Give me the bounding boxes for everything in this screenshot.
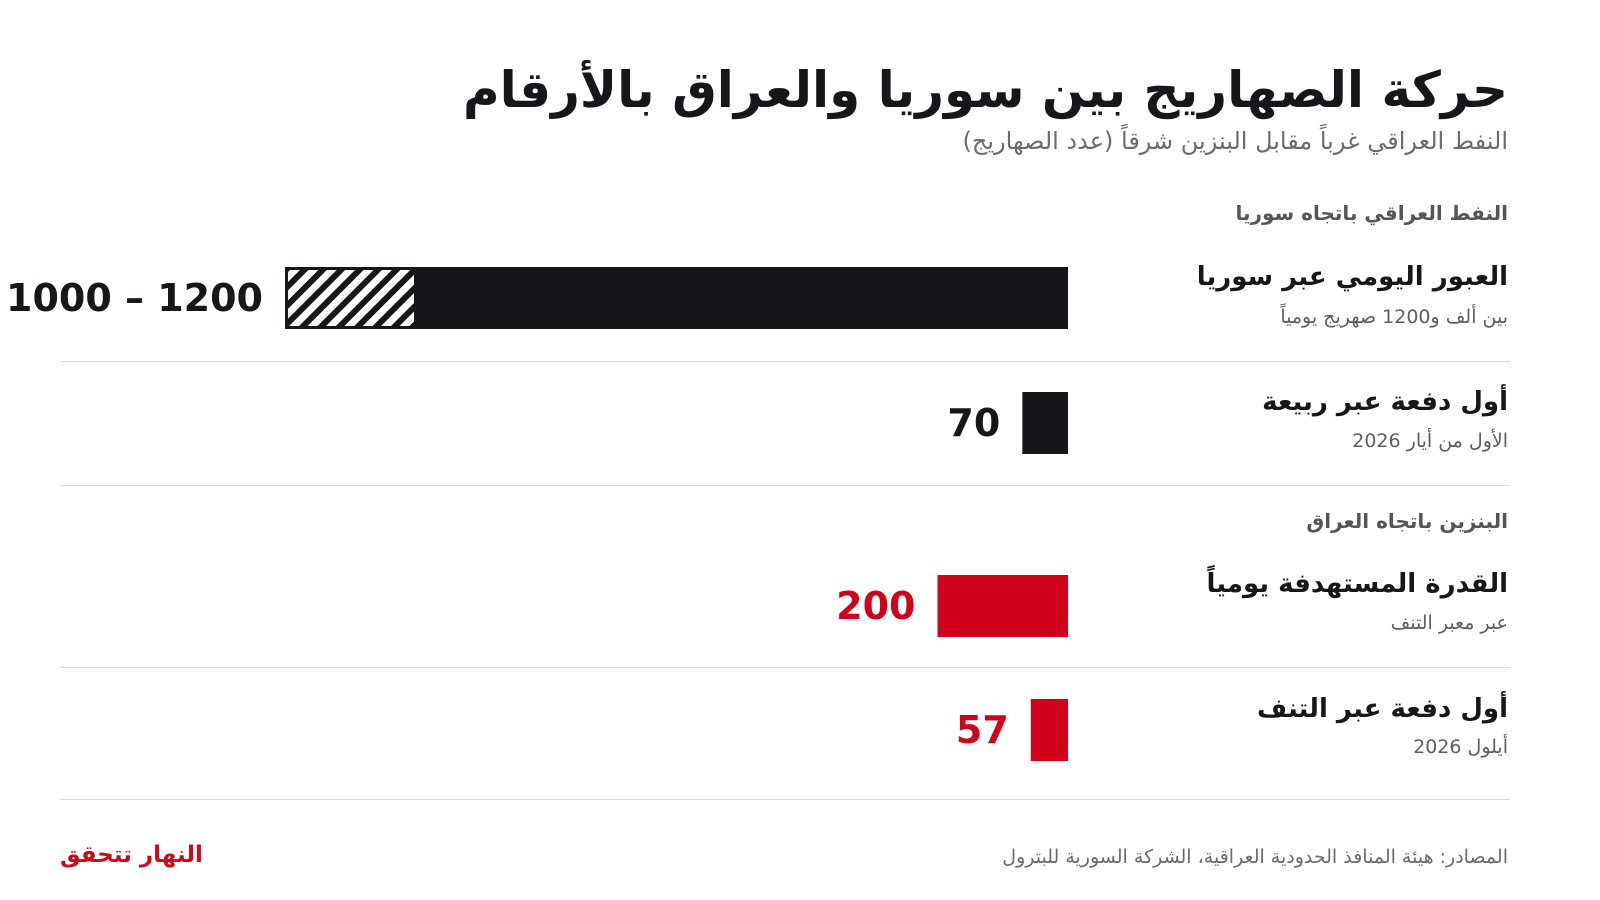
- bar-target-capacity: [937, 575, 1068, 637]
- value-label-first-batch-rabia: 70: [947, 401, 1000, 445]
- section-heading-oil: النفط العراقي باتجاه سوريا: [1235, 201, 1508, 225]
- row-label-daily-crossing: العبور اليومي عبر سوريا: [1196, 262, 1508, 292]
- brand-logo-text: النهار تتحقق: [60, 842, 203, 868]
- row-sublabel-first-batch-rabia: الأول من أيار 2026: [1352, 430, 1508, 452]
- sources-note: المصادر: هيئة المنافذ الحدودية العراقية،…: [1002, 846, 1508, 868]
- section-heading-petrol: البنزين باتجاه العراق: [1306, 509, 1508, 533]
- row-label-first-batch-tanf: أول دفعة عبر التنف: [1256, 694, 1508, 724]
- row-label-target-capacity: القدرة المستهدفة يومياً: [1206, 569, 1508, 599]
- row-divider: [60, 485, 1510, 486]
- value-label-target-capacity: 200: [836, 584, 915, 628]
- row-divider: [60, 361, 1510, 362]
- bar-first-batch-rabia: [1022, 392, 1068, 454]
- bar-first-batch-tanf: [1030, 699, 1068, 761]
- row-sublabel-target-capacity: عبر معبر التنف: [1390, 612, 1508, 634]
- value-label-daily-crossing: 1000 – 1200: [6, 276, 263, 320]
- row-divider: [60, 667, 1510, 668]
- row-divider: [60, 799, 1510, 800]
- row-label-first-batch-rabia: أول دفعة عبر ربيعة: [1262, 387, 1508, 417]
- page-title: حركة الصهاريج بين سوريا والعراق بالأرقام: [462, 61, 1508, 119]
- value-label-first-batch-tanf: 57: [956, 708, 1009, 752]
- page-subtitle: النفط العراقي غرباً مقابل البنزين شرقاً …: [962, 127, 1509, 155]
- row-sublabel-daily-crossing: بين ألف و1200 صهريج يومياً: [1280, 306, 1508, 328]
- bar-range-hatch: [285, 267, 417, 329]
- row-sublabel-first-batch-tanf: أيلول 2026: [1413, 736, 1508, 758]
